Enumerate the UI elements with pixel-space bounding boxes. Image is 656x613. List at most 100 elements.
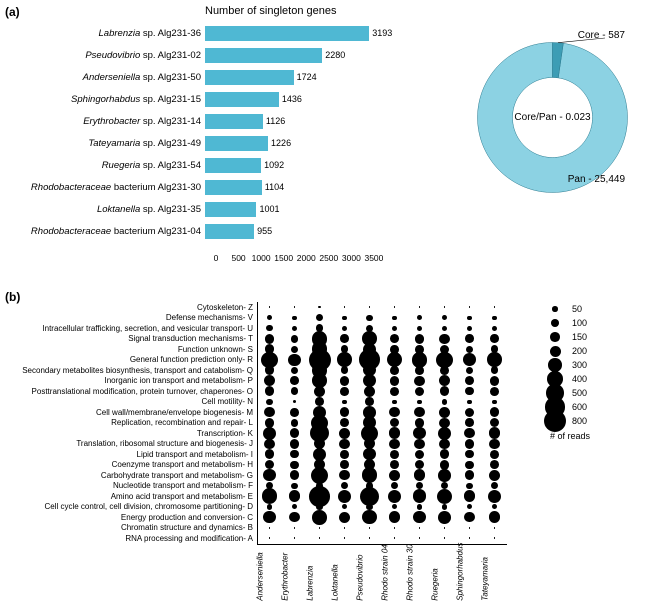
bar-rect — [205, 202, 256, 217]
dot — [437, 489, 452, 504]
dot — [342, 316, 346, 320]
dot — [390, 334, 399, 343]
dot-cell — [407, 366, 432, 375]
bar-label: Tateyamaria sp. Alg231-49 — [15, 138, 205, 149]
dot — [414, 469, 426, 481]
dot — [415, 387, 424, 396]
dot — [389, 470, 400, 481]
dot-cell — [282, 504, 307, 509]
panel-a: (a) Number of singleton genes Labrenzia … — [5, 5, 650, 285]
dot — [414, 439, 424, 449]
dot-y-label: RNA processing and modification- A — [5, 534, 257, 543]
dot — [290, 450, 298, 458]
dot-cell — [482, 439, 507, 449]
dot — [269, 306, 271, 308]
bar-row: Tateyamaria sp. Alg231-491226 — [15, 133, 395, 153]
bar-value: 1001 — [256, 204, 279, 214]
dot — [339, 428, 350, 439]
dot — [340, 334, 349, 343]
dot-cell — [382, 306, 407, 308]
dot-cell — [432, 306, 457, 308]
dot-cell — [432, 315, 457, 320]
dot-y-label: Intracellular trafficking, secretion, an… — [5, 324, 257, 333]
dot — [490, 334, 499, 343]
bar-row: Sphingorhabdus sp. Alg231-151436 — [15, 89, 395, 109]
dot-cell — [457, 316, 482, 320]
legend-row: 300 — [540, 358, 640, 372]
y-axis-line — [257, 302, 258, 544]
dot-cell — [357, 504, 382, 510]
dot — [290, 428, 300, 438]
dot-cell — [382, 460, 407, 469]
dot — [290, 439, 300, 449]
dot — [465, 376, 474, 385]
bar-row: Anderseniella sp. Alg231-501724 — [15, 67, 395, 87]
bar-value: 1436 — [279, 94, 302, 104]
dot-cell — [282, 346, 307, 353]
dot-cell — [407, 400, 432, 404]
dot-cell — [257, 386, 282, 396]
dot-cell — [382, 537, 407, 539]
dot — [463, 353, 476, 366]
dot-cell — [282, 470, 307, 480]
dot — [416, 482, 423, 489]
dot — [466, 483, 473, 490]
dot — [469, 306, 471, 308]
dot-cell — [457, 439, 482, 449]
dot — [290, 461, 298, 469]
dot — [292, 326, 297, 331]
dot — [494, 527, 496, 529]
dot-cell — [482, 482, 507, 489]
dot — [392, 316, 396, 320]
dot-cell — [382, 439, 407, 449]
dot-cell — [457, 418, 482, 427]
dot-cell — [307, 397, 332, 406]
dot — [413, 489, 427, 503]
bar-value: 1126 — [263, 116, 285, 126]
dot-cell — [432, 527, 457, 529]
dot-cell — [282, 387, 307, 395]
legend-dot — [540, 358, 570, 371]
dot-cell — [382, 387, 407, 396]
dot — [369, 527, 371, 529]
dot — [365, 397, 374, 406]
dot-cell — [332, 418, 357, 427]
legend-dot-circle — [550, 346, 561, 357]
dot — [442, 315, 447, 320]
dot-cell — [282, 490, 307, 502]
dot-cell — [307, 314, 332, 321]
legend-dot-circle — [550, 332, 560, 342]
dot-y-label: Coenzyme transport and metabolism- H — [5, 460, 257, 469]
dot — [342, 504, 347, 509]
dot-cell — [432, 511, 457, 524]
dot-y-label: General function prediction only- R — [5, 355, 257, 364]
dot-cell — [357, 315, 382, 321]
dot — [265, 449, 275, 459]
dot-row: Amino acid transport and metabolism- E — [5, 491, 645, 502]
dot-cell — [407, 527, 432, 529]
dot-cell — [257, 460, 282, 469]
dot-cell — [357, 397, 382, 406]
dot — [290, 408, 299, 417]
dot-cell — [382, 407, 407, 417]
dot-y-label: Cell cycle control, cell division, chrom… — [5, 502, 257, 511]
dot — [413, 511, 425, 523]
dot — [465, 470, 475, 480]
dot — [464, 490, 476, 502]
dot-cell — [382, 511, 407, 523]
dot — [489, 511, 501, 523]
dot — [440, 449, 450, 459]
dot — [362, 467, 378, 483]
dot-cell — [332, 460, 357, 469]
bar-label: Pseudovibrio sp. Alg231-02 — [15, 50, 205, 61]
dot — [340, 450, 349, 459]
dot — [438, 511, 451, 524]
dot-cell — [457, 512, 482, 522]
dot-cell — [457, 346, 482, 353]
dot-cell — [382, 490, 407, 503]
dot-cell — [257, 407, 282, 417]
legend-value: 800 — [570, 416, 587, 426]
bar-row: Pseudovibrio sp. Alg231-022280 — [15, 45, 395, 65]
dot — [341, 366, 349, 374]
dot — [388, 490, 401, 503]
